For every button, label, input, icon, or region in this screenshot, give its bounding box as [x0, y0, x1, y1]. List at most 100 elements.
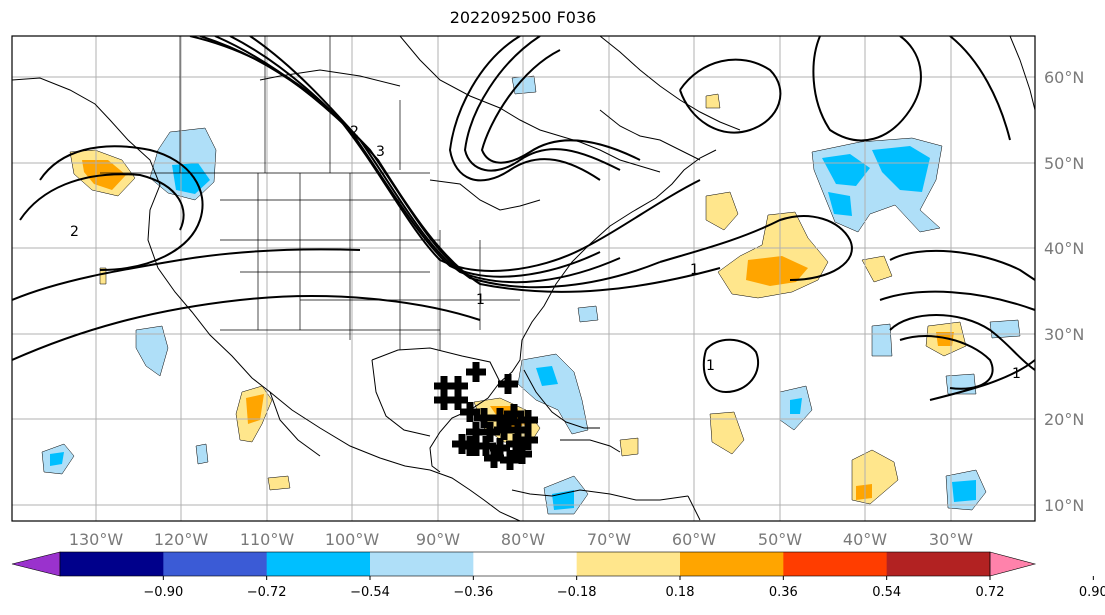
lat-tick: 60°N	[1044, 68, 1084, 87]
negative-anomaly-region	[50, 452, 64, 466]
contour-label: 3	[376, 144, 385, 160]
lat-tick: 40°N	[1044, 239, 1084, 258]
plus-marker	[460, 402, 480, 422]
negative-anomaly-region	[822, 154, 870, 186]
lat-tick: 10°N	[1044, 496, 1084, 515]
plus-marker	[518, 410, 538, 430]
colorbar-segment	[473, 552, 578, 576]
map-title: 2022092500 F036	[449, 8, 597, 27]
plus-marker	[490, 438, 510, 458]
lon-tick: 110°W	[240, 530, 295, 549]
positive-anomaly-region	[856, 484, 872, 500]
colorbar-tick-label: 0.72	[976, 585, 1005, 600]
plus-marker	[484, 448, 504, 468]
contour-label: 1	[690, 262, 699, 278]
plus-marker	[512, 444, 532, 464]
colorbar-ticks: −0.90 −0.72 −0.54 −0.36 −0.18 0.18 0.36 0.54 0.7…	[143, 576, 1105, 600]
lon-tick: 70°W	[587, 530, 631, 549]
plus-marker	[498, 374, 518, 394]
plus-marker	[466, 362, 486, 382]
lon-tick: 130°W	[69, 530, 124, 549]
lon-tick: 80°W	[501, 530, 545, 549]
lon-tick: 40°W	[843, 530, 887, 549]
colorbar-tick-label: 0.18	[666, 585, 695, 600]
positive-anomaly-region	[619, 437, 639, 457]
plus-marker	[466, 436, 486, 456]
contour-lines	[12, 36, 1035, 401]
positive-anomaly-region	[99, 267, 107, 285]
positive-anomaly-region	[705, 93, 721, 109]
positive-anomaly-region	[267, 475, 291, 491]
positive-anomaly-region	[861, 255, 893, 283]
negative-anomaly-region	[790, 398, 802, 414]
plus-markers	[434, 362, 538, 470]
shaded-anomalies	[41, 75, 1021, 515]
negative-anomaly-region	[577, 305, 599, 323]
positive-anomaly-region	[246, 394, 264, 424]
colorbar-extend-low	[11, 551, 61, 577]
negative-anomaly-region	[536, 366, 558, 386]
plus-marker	[448, 376, 468, 396]
plus-marker	[434, 390, 454, 410]
lat-tick: 50°N	[1044, 154, 1084, 173]
lon-tick: 90°W	[416, 530, 460, 549]
colorbar-segment	[680, 552, 784, 576]
plus-marker	[498, 412, 518, 432]
contour-label: 1	[706, 358, 715, 374]
colorbar-segment	[266, 552, 371, 576]
lon-tick: 100°W	[325, 530, 380, 549]
contour-label: 2	[70, 224, 79, 240]
latitude-ticks: 60°N 50°N 40°N 30°N 20°N 10°N	[1044, 68, 1084, 515]
negative-anomaly-region	[871, 323, 893, 357]
plus-marker	[490, 408, 510, 428]
plus-marker	[508, 420, 528, 440]
positive-anomaly-region	[936, 332, 954, 346]
negative-anomaly-region	[989, 319, 1021, 339]
plus-marker	[480, 422, 500, 442]
lat-tick: 30°N	[1044, 325, 1084, 344]
plus-marker	[506, 434, 526, 454]
colorbar-frame	[59, 551, 991, 577]
lon-tick: 60°W	[672, 530, 716, 549]
plus-marker	[466, 422, 486, 442]
negative-anomaly-region	[872, 146, 930, 192]
colorbar-tick-label: 0.90	[1079, 585, 1105, 600]
plus-marker	[518, 430, 538, 450]
lon-tick: 30°W	[929, 530, 973, 549]
plus-marker	[494, 420, 514, 440]
colorbar-tick-label: −0.54	[350, 585, 390, 600]
colorbar-tick-label: 0.54	[872, 585, 901, 600]
negative-anomaly-region	[952, 480, 976, 502]
contour-labels: 2 1 1 1 2 3 1	[70, 124, 1021, 382]
plus-marker	[448, 390, 468, 410]
coastlines	[12, 36, 1035, 521]
colorbar-segment	[783, 552, 888, 576]
political-borders	[100, 36, 520, 350]
contour-label: 2	[350, 124, 359, 140]
map-frame	[11, 35, 1036, 522]
positive-anomaly-region	[705, 191, 739, 231]
colorbar-tick-label: −0.90	[143, 585, 183, 600]
plus-marker	[434, 376, 454, 396]
colorbar-segment	[576, 552, 681, 576]
colorbar-segment	[370, 552, 474, 576]
colorbar-tick-label: −0.36	[453, 585, 493, 600]
positive-anomaly-region	[746, 256, 808, 286]
colorbar-tick-label: −0.72	[247, 585, 287, 600]
contour-label: 1	[1012, 366, 1021, 382]
negative-anomaly-region	[828, 192, 852, 216]
colorbar-segment	[886, 552, 991, 576]
contour-label: 1	[476, 292, 485, 308]
colorbar-segment	[60, 552, 164, 576]
colorbar-tick-label: −0.18	[557, 585, 597, 600]
longitude-ticks: 130°W 120°W 110°W 100°W 90°W 80°W 70°W 6…	[69, 530, 973, 549]
colorbar-tick-label: 0.36	[769, 585, 798, 600]
plus-marker	[474, 408, 494, 428]
lat-tick: 20°N	[1044, 410, 1084, 429]
plus-marker	[500, 450, 520, 470]
colorbar-segment	[163, 552, 268, 576]
colorbar	[11, 551, 1037, 577]
negative-anomaly-region	[517, 353, 589, 435]
lon-tick: 120°W	[154, 530, 209, 549]
